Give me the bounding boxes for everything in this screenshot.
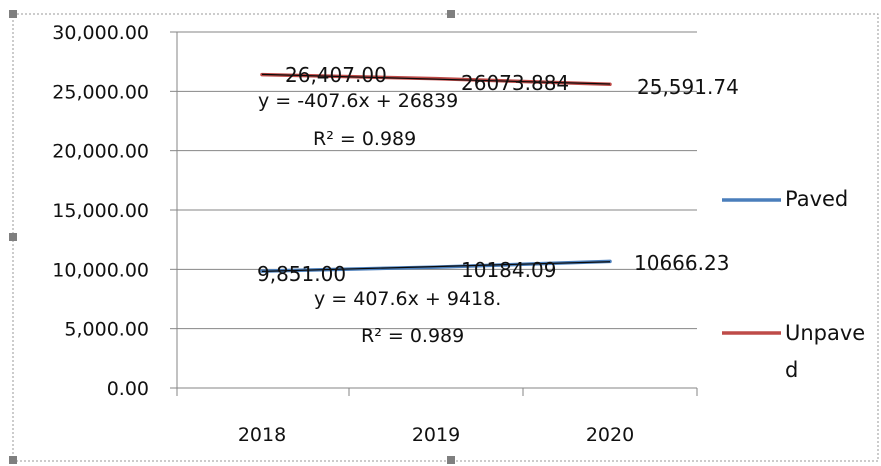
trendline-paved — [261, 261, 611, 272]
x-tick-label: 2018 — [238, 424, 286, 446]
y-tick-label: 10,000.00 — [52, 259, 149, 281]
legend-label-unpaved-wrap: d — [785, 358, 798, 382]
resize-handles[interactable] — [9, 10, 455, 464]
paved-trend-r-squared: R² = 0.989 — [361, 325, 464, 347]
y-tick-label: 15,000.00 — [52, 200, 149, 222]
x-tick-label: 2020 — [586, 424, 634, 446]
axes — [176, 32, 698, 396]
data-label-paved: 10666.23 — [634, 251, 729, 275]
y-tick-label: 5,000.00 — [64, 319, 149, 341]
resize-handle-1[interactable] — [447, 10, 455, 18]
unpaved-trend-equation: y = -407.6x + 26839 — [258, 90, 458, 112]
data-label-unpaved: 25,591.74 — [637, 75, 739, 99]
unpaved-trend-r-squared: R² = 0.989 — [313, 128, 416, 150]
x-tick-label: 2019 — [412, 424, 460, 446]
x-axis-tick-labels: 2018 2019 2020 — [238, 424, 634, 446]
resize-handle-4[interactable] — [9, 456, 17, 464]
y-tick-label: 20,000.00 — [52, 141, 149, 163]
y-axis-tick-labels: 0.00 5,000.00 10,000.00 15,000.00 20,000.00 2… — [52, 22, 149, 400]
y-tick-label: 25,000.00 — [52, 81, 149, 103]
data-label-unpaved: 26,407.00 — [285, 63, 387, 87]
data-label-unpaved: 26073.884 — [461, 71, 569, 95]
data-labels: 9,851.00 10184.09 10666.23 26,407.00 26073.8… — [257, 63, 739, 286]
paved-trend-equation: y = 407.6x + 9418. — [314, 288, 501, 310]
trendline-equations: y = -407.6x + 26839 R² = 0.989 y = 407.6… — [258, 90, 501, 347]
y-tick-label: 30,000.00 — [52, 22, 149, 44]
y-tick-label: 0.00 — [107, 378, 149, 400]
trendlines — [261, 73, 611, 272]
resize-handle-3[interactable] — [447, 456, 455, 464]
legend-label-paved: Paved — [785, 187, 848, 211]
resize-handle-2[interactable] — [9, 233, 17, 241]
plot-area: 0.00 5,000.00 10,000.00 15,000.00 20,000.00 2… — [52, 22, 739, 446]
legend: Paved Unpave d — [722, 187, 865, 382]
data-label-paved: 9,851.00 — [257, 262, 346, 286]
legend-label-unpaved: Unpave — [785, 321, 865, 345]
resize-handle-0[interactable] — [9, 10, 17, 18]
data-label-paved: 10184.09 — [461, 258, 556, 282]
trendline-unpaved — [261, 73, 611, 85]
